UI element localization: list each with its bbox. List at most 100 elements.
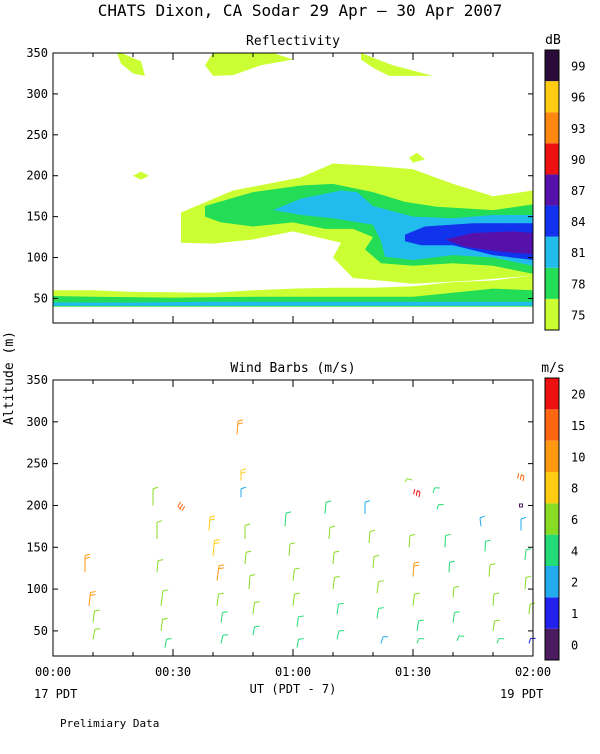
barb-shaft — [89, 592, 91, 605]
y-tick-label: 100 — [26, 582, 48, 596]
wind-barb-31 — [325, 501, 331, 514]
colorbar-swatch — [545, 472, 559, 503]
barb-feather — [163, 590, 168, 591]
y-tick-label: 200 — [26, 169, 48, 183]
wind-barb-38 — [369, 530, 375, 543]
wind-barb-2 — [93, 610, 100, 623]
barb-feather — [446, 534, 451, 535]
wind-barb-17 — [237, 420, 243, 435]
wind-barb-27 — [293, 568, 300, 581]
wind-barb-35 — [337, 603, 344, 614]
barb-feather — [210, 519, 215, 520]
y-tick-label: 100 — [26, 251, 48, 265]
barb-shaft — [437, 505, 439, 510]
barb-feather — [85, 554, 90, 556]
barb-shaft — [93, 611, 95, 623]
wind-barb-28 — [293, 593, 300, 606]
barb-feather — [518, 473, 519, 478]
wind-barb-14 — [217, 593, 224, 606]
barb-feather — [91, 592, 96, 593]
wind-barb-23 — [253, 602, 260, 615]
barb-feather — [255, 602, 260, 603]
barb-feather — [245, 524, 250, 526]
page-title: CHATS Dixon, CA Sodar 29 Apr – 30 Apr 20… — [98, 1, 503, 20]
x-tick-label: 00:00 — [35, 665, 71, 679]
barb-feather — [416, 491, 417, 496]
colorbar-swatch — [545, 50, 559, 81]
colorbar-swatch — [545, 299, 559, 330]
y-tick-label: 350 — [26, 373, 48, 387]
colorbar-label: 20 — [571, 388, 585, 402]
barb-feather — [414, 489, 415, 494]
barb-feather — [157, 521, 162, 523]
barb-shaft — [333, 577, 335, 589]
barb-feather — [455, 612, 460, 613]
barb-feather — [299, 616, 304, 617]
wind-barb-5 — [157, 521, 162, 539]
barb-feather — [241, 487, 246, 489]
x-tick-label: 02:00 — [515, 665, 551, 679]
colorbar-label: 78 — [571, 277, 585, 291]
colorbar-label: 4 — [571, 544, 578, 558]
barb-shaft — [253, 627, 255, 635]
wind-barb-0 — [85, 554, 90, 572]
wind-barb-15 — [221, 612, 228, 623]
end-date-label: 19 PDT — [500, 687, 543, 701]
barb-feather — [523, 476, 524, 481]
wind-barb-56 — [457, 636, 464, 641]
wind-barb-44 — [414, 489, 420, 497]
wind-barb-13 — [217, 565, 224, 581]
barb-feather — [215, 540, 220, 541]
barb-shaft — [373, 556, 374, 568]
barb-shaft — [417, 638, 419, 643]
wind-barb-51 — [437, 505, 444, 510]
y-tick-label: 50 — [34, 291, 48, 305]
colorbar-swatch — [545, 143, 559, 174]
barb-feather — [520, 475, 521, 480]
barb-shaft — [377, 608, 379, 618]
wind-barb-20 — [245, 524, 250, 539]
wind-barb-63 — [518, 473, 524, 481]
wind-barb-60 — [493, 593, 499, 606]
barb-shaft — [525, 577, 526, 589]
wind-barb-45 — [409, 534, 415, 547]
barb-feather — [153, 487, 158, 489]
colorbar-swatch — [545, 174, 559, 205]
barb-feather — [410, 534, 415, 535]
barb-feather — [223, 612, 228, 613]
barb-shaft — [405, 479, 407, 482]
wind-barb-33 — [333, 551, 339, 564]
colorbar-label: 87 — [571, 184, 585, 198]
colorbar-label: 0 — [571, 638, 578, 652]
barb-feather — [454, 586, 459, 587]
barb-feather — [214, 543, 219, 544]
colorbar-swatch — [545, 378, 559, 409]
y-tick-label: 150 — [26, 540, 48, 554]
barb-shaft — [293, 594, 295, 606]
reflectivity-region-6 — [409, 153, 425, 163]
barb-shaft — [337, 604, 339, 614]
barb-shaft — [297, 639, 299, 647]
barb-shaft — [337, 631, 339, 639]
wind-barb-58 — [485, 540, 491, 551]
barb-feather — [85, 557, 90, 559]
wind-barb-67 — [525, 576, 531, 589]
wind-barb-19 — [241, 487, 246, 497]
barb-shaft — [221, 635, 223, 643]
wind-barb-24 — [253, 626, 260, 635]
colorbar-swatch — [545, 81, 559, 112]
barb-shaft — [161, 591, 163, 606]
barb-shaft — [453, 587, 454, 597]
colorbar-label: 93 — [571, 122, 585, 136]
colorbar-swatch — [545, 629, 559, 660]
barb-feather — [326, 501, 331, 502]
barb-shaft — [493, 594, 494, 606]
barb-shaft — [413, 563, 414, 576]
wind-barb-1 — [89, 592, 96, 606]
colorbar-label: 99 — [571, 60, 585, 74]
colorbar-label: 81 — [571, 246, 585, 260]
wind-barb-64 — [520, 504, 523, 507]
wind-barb-30 — [297, 639, 304, 648]
barb-feather — [330, 526, 335, 527]
